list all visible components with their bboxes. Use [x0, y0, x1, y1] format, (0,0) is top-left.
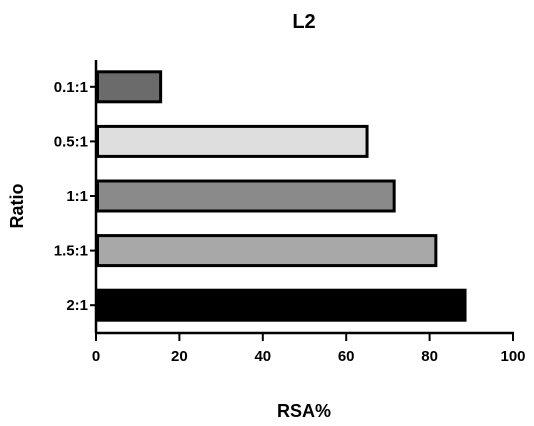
y-tick-label: 0.1:1 — [54, 79, 88, 96]
y-tick-label: 2:1 — [66, 297, 88, 314]
x-tick-label: 80 — [421, 348, 438, 365]
x-tick-label: 40 — [254, 348, 271, 365]
x-axis-label: RSA% — [277, 401, 331, 421]
x-tick-label: 60 — [338, 348, 355, 365]
bar-0-1-1 — [96, 70, 163, 104]
bar-1-5-1 — [96, 234, 438, 268]
bars-group — [96, 70, 467, 322]
bar-0-5-1 — [96, 124, 369, 158]
bar-1-1 — [96, 179, 396, 213]
axes-group: 0.1:1 0.5:1 1:1 1.5:1 2:1 0 20 40 60 80 100 — [54, 60, 526, 365]
x-tick-label: 20 — [171, 348, 188, 365]
x-tick-label: 100 — [500, 348, 525, 365]
y-tick-label: 1:1 — [66, 188, 88, 205]
x-tick-label: 0 — [92, 348, 100, 365]
y-tick-label: 0.5:1 — [54, 133, 88, 150]
bar-2-1 — [96, 288, 467, 322]
y-tick-label: 1.5:1 — [54, 243, 88, 260]
y-axis-label: Ratio — [7, 183, 27, 228]
chart-title: L2 — [292, 11, 315, 33]
